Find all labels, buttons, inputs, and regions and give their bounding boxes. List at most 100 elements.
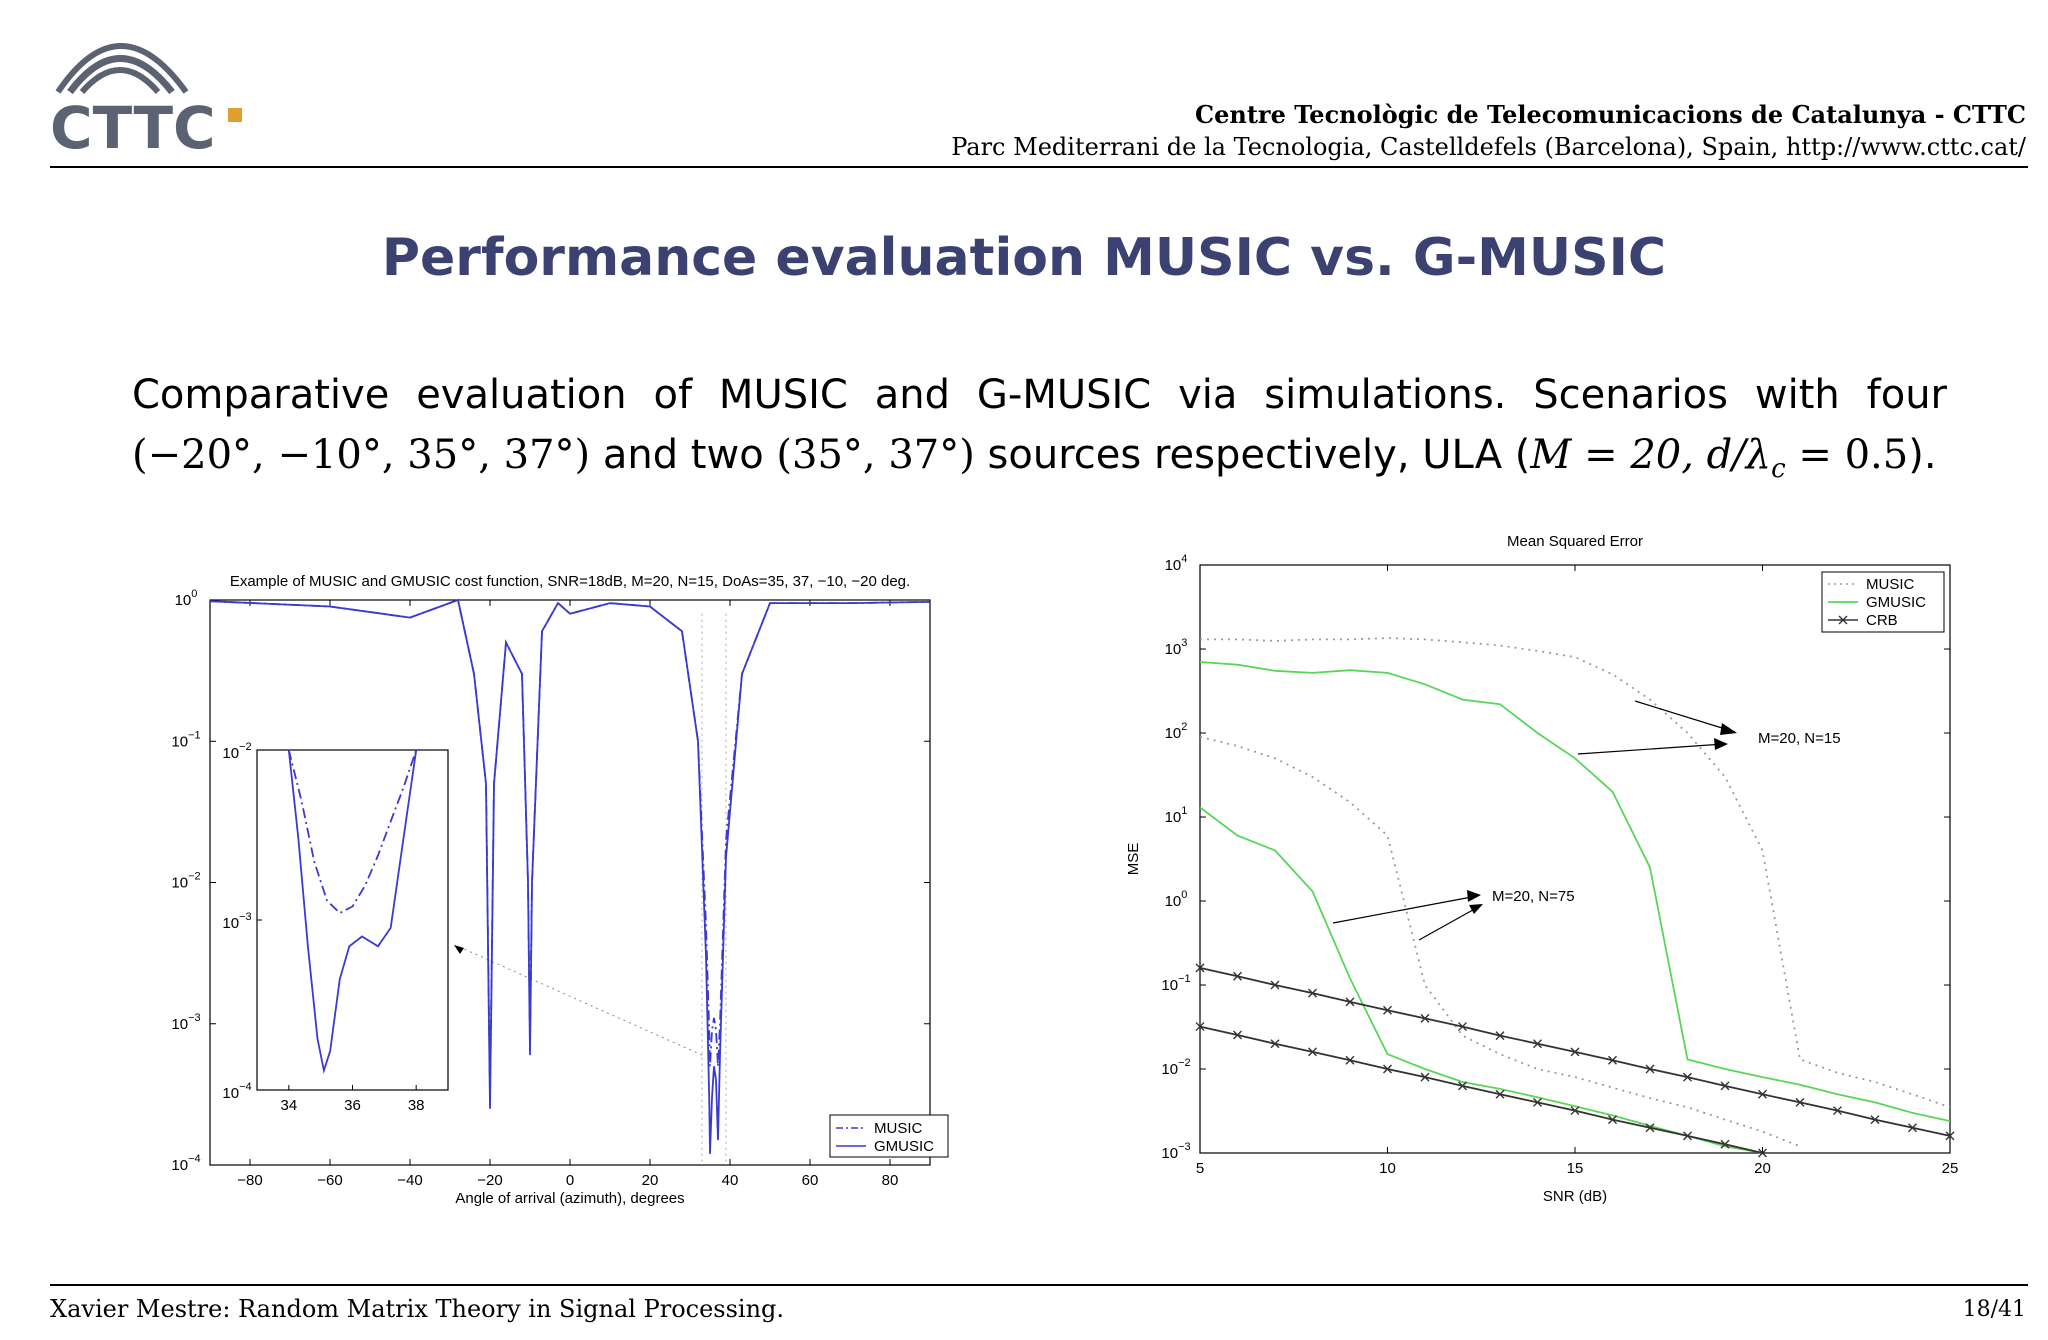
left-y-tick-label: 10−3 [171,1012,200,1033]
crb-marker [1420,1013,1430,1023]
slide-title: Performance evaluation MUSIC vs. G-MUSIC [381,228,1667,288]
crb-marker [1270,980,1280,990]
crb-marker [1608,1115,1617,1125]
right-x-tick-label: 20 [1754,1160,1771,1177]
annot-label-n15: M=20, N=15 [1758,730,1841,747]
left-y-tick-label: 100 [175,588,198,609]
inset-series-music [287,749,418,915]
right-x-tick-label: 15 [1567,1160,1584,1177]
crb-marker [1195,963,1205,973]
ula-ratio: = 0.5 [1785,432,1909,478]
left-x-tick-label: −40 [397,1172,422,1189]
left-legend-gmusic-label: GMUSIC [874,1138,934,1155]
crb-marker [1870,1115,1880,1125]
right-x-tick-label: 25 [1942,1160,1959,1177]
crb-marker [1720,1081,1730,1091]
left-x-tick-label: −80 [237,1172,262,1189]
crb-marker [1758,1148,1767,1158]
annot-arrow-n15-b [1577,743,1725,755]
slide-body: Comparative evaluation of MUSIC and G-MU… [132,365,1947,499]
right-y-tick-label: 10−3 [1161,1141,1190,1162]
annot-arrow-n15-a [1634,700,1736,733]
right-x-axis-label: SNR (dB) [1543,1188,1607,1205]
inset-series-gmusic [287,749,418,1075]
crb-marker [1458,1081,1467,1091]
crb-marker [1308,988,1317,998]
left-legend-music-label: MUSIC [874,1120,923,1137]
right-x-tick-label: 5 [1196,1160,1204,1177]
right-legend-music-label: MUSIC [1866,576,1915,593]
crb-marker [1233,1030,1242,1040]
crb-marker [1795,1097,1805,1107]
right-legend-crb-label: CRB [1866,612,1898,629]
crb-marker [1458,1022,1467,1032]
inset-x-tick-label: 36 [344,1097,361,1114]
inset-y-tick-label: 10−4 [222,1081,251,1102]
right-y-tick-label: 104 [1165,553,1188,574]
left-y-tick-label: 10−4 [171,1153,200,1174]
right-plot-frame [1199,564,1951,1154]
crb-marker [1495,1089,1505,1099]
lambda-sub: c [1771,454,1786,484]
left-x-tick-label: 0 [566,1172,574,1189]
right-y-tick-label: 10−2 [1161,1057,1190,1078]
crb-marker [1833,1106,1842,1116]
body-line-2: (−20°, −10°, 35°, 37°) and two (35°, 37°… [132,425,1947,499]
right-y-axis-label: MSE [1125,843,1142,876]
right-y-tick-label: 103 [1165,637,1188,658]
left-x-tick-label: 80 [882,1172,899,1189]
inset-x-tick-label: 34 [280,1097,297,1114]
right-series-gmusic-3 [1199,806,1763,1154]
crb-marker [1645,1123,1655,1133]
right-legend-gmusic-label: GMUSIC [1866,594,1926,611]
crb-marker [1308,1047,1317,1057]
header-address: Parc Mediterrani de la Tecnologia, Caste… [951,133,2026,161]
inset-y-tick-label: 10−3 [222,911,251,932]
crb-marker [1420,1072,1430,1082]
left-y-tick-label: 10−1 [171,729,200,750]
left-x-tick-label: 60 [802,1172,819,1189]
right-chart-title: Mean Squared Error [1507,533,1643,550]
footer-rule [50,1284,2028,1286]
crb-marker [1345,1055,1355,1065]
left-x-tick-label: 40 [722,1172,739,1189]
left-y-tick-label: 10−2 [171,871,200,892]
annot-arrowhead-n15-b [1714,738,1728,750]
inset-x-tick-label: 38 [408,1097,425,1114]
crb-marker [1570,1106,1580,1116]
left-x-tick-label: 20 [642,1172,659,1189]
inset-y-tick-label: 10−2 [222,741,251,762]
logo-text: CTTC [50,94,216,160]
crb-marker [1683,1131,1692,1141]
annot-label-n75: M=20, N=75 [1492,888,1575,905]
right-y-tick-label: 102 [1165,721,1188,742]
crb-marker [1270,1039,1280,1049]
crb-marker [1720,1139,1730,1149]
body-end: ). [1908,432,1937,478]
crb-marker [1683,1072,1692,1082]
annot-arrowhead-n75-b [1469,904,1483,914]
mse-chart: Mean Squared Error 5 10 15 20 25 104 103 102 101 1… [1125,533,1959,1205]
angles-four: (−20°, −10°, 35°, 37°) [132,432,591,478]
ula-params: M = 20, d/λ [1530,432,1772,478]
zoom-guide-arrowhead [454,945,464,954]
page-number: 18/41 [1962,1297,2026,1322]
right-series-crb-5 [1199,1025,1763,1154]
angles-two: (35°, 37°) [776,432,975,478]
cttc-logo: CTTC [50,43,242,160]
right-y-tick-label: 100 [1165,889,1188,910]
crb-marker [1345,997,1355,1007]
annot-arrowhead-n15-a [1720,723,1737,735]
header-organization: Centre Tecnològic de Telecomunicacions d… [1195,100,2026,129]
crb-marker [1233,971,1242,981]
left-legend-box [829,1114,949,1158]
crb-marker [1195,1022,1205,1032]
right-y-tick-label: 101 [1165,805,1188,826]
inset-frame [256,749,449,1091]
left-x-axis-label: Angle of arrival (azimuth), degrees [455,1190,684,1207]
right-legend-crb-marker [1838,615,1848,625]
right-series-music-2 [1199,735,1801,1148]
body-line-1: Comparative evaluation of MUSIC and G-MU… [132,372,1947,418]
left-x-tick-label: −20 [477,1172,502,1189]
annot-arrow-n75-a [1332,895,1478,924]
